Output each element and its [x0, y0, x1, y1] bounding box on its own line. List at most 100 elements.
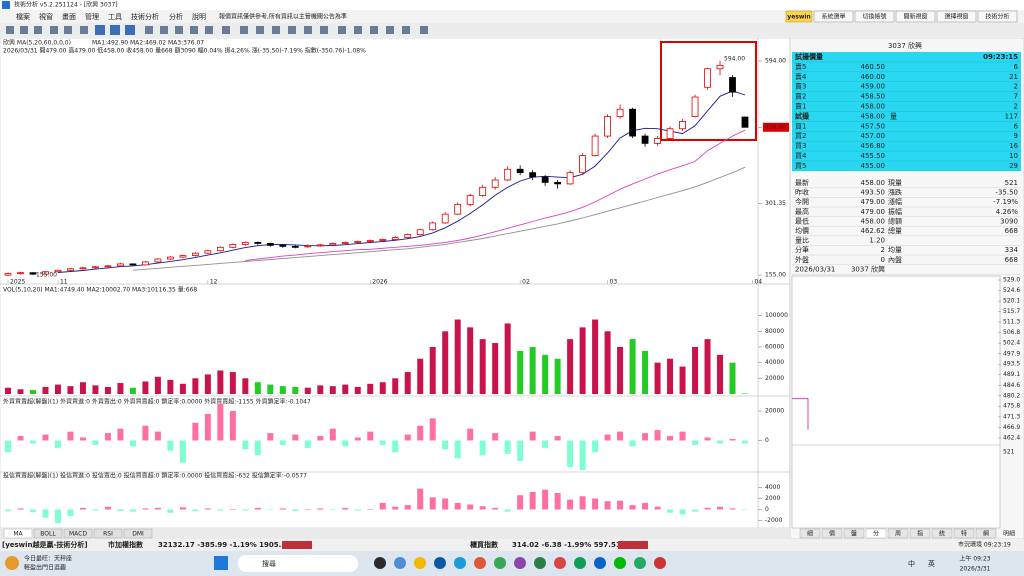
quote-qty: 2 — [1014, 83, 1018, 91]
indicator-tab[interactable] — [33, 528, 63, 539]
bar — [5, 387, 11, 394]
bar — [529, 491, 536, 510]
bar — [554, 493, 561, 510]
search-box[interactable] — [238, 555, 358, 572]
date-label: 03 — [610, 279, 618, 286]
stat-label: 分筆 — [795, 245, 809, 254]
indicator-tab-bar — [0, 528, 790, 539]
bar — [517, 440, 524, 462]
candle-body — [216, 246, 224, 252]
bar — [67, 509, 74, 517]
indicator-tab[interactable] — [93, 528, 123, 539]
bar — [217, 509, 224, 511]
candle-body — [716, 64, 724, 70]
bar — [542, 489, 549, 510]
bar — [717, 440, 724, 444]
quote-label: 賣4 — [795, 72, 807, 81]
bar — [5, 440, 11, 453]
menu-item: 技術分析 — [131, 12, 159, 21]
menu-item: 檔案 — [16, 12, 30, 21]
bar — [492, 507, 499, 510]
bar — [229, 410, 236, 441]
candle-body — [117, 263, 124, 267]
bar — [42, 386, 49, 394]
y-tick-label: 155.00 — [765, 272, 786, 279]
bar — [592, 440, 599, 453]
bar — [654, 506, 661, 510]
bar — [67, 431, 74, 441]
bar — [329, 509, 336, 511]
low-annotation: 155.00 — [36, 272, 57, 279]
y-tick-label: 511.3 — [1003, 318, 1020, 325]
chart-area — [0, 37, 791, 529]
quote-qty: 21 — [1009, 73, 1018, 81]
side-tab[interactable] — [953, 528, 975, 539]
candle-body — [291, 245, 299, 248]
date-label: 11 — [60, 279, 68, 286]
bar — [267, 384, 274, 394]
candle-body — [704, 68, 711, 88]
top-button-label: 選擇視窗 — [944, 13, 968, 21]
side-tab[interactable] — [909, 528, 931, 539]
bar — [179, 507, 186, 510]
ma-label: MA1:492.90 — [92, 40, 128, 47]
bar — [79, 382, 86, 394]
bar — [592, 498, 599, 510]
candle-body — [416, 229, 424, 236]
bar — [167, 379, 174, 394]
y-tick-label: 506.8 — [1003, 329, 1020, 336]
stat-value: -35.50 — [995, 189, 1018, 197]
side-tab[interactable] — [865, 528, 887, 539]
bar — [554, 358, 561, 394]
bar — [92, 509, 99, 511]
bar — [492, 343, 499, 394]
stat-label: 漲幅 — [888, 197, 902, 206]
side-tab[interactable] — [887, 528, 909, 539]
bar — [454, 502, 461, 510]
candle-body — [679, 121, 686, 130]
candle-body — [529, 172, 537, 178]
bar — [679, 431, 686, 441]
side-tab[interactable] — [931, 528, 953, 539]
quote-qty: 7 — [1014, 93, 1018, 101]
bar — [679, 509, 686, 515]
top-button[interactable] — [936, 10, 977, 23]
top-button[interactable] — [977, 10, 1018, 23]
bar — [217, 370, 224, 394]
bar — [404, 372, 411, 394]
taskbar-icons — [5, 556, 666, 570]
indicator-tab[interactable] — [63, 528, 93, 539]
candle-body — [641, 135, 649, 144]
bar — [417, 425, 424, 441]
top-button[interactable] — [813, 10, 854, 23]
bar — [142, 425, 149, 441]
stat-label: 內盤 — [888, 255, 902, 264]
side-tab[interactable] — [843, 528, 865, 539]
indicator-tab[interactable] — [123, 528, 153, 539]
search-label: 搜尋 — [262, 559, 276, 568]
top-button[interactable] — [895, 10, 936, 23]
bar — [5, 509, 11, 512]
top-button[interactable] — [854, 10, 895, 23]
indicator-tab[interactable] — [3, 528, 33, 539]
bar — [192, 509, 199, 512]
candle-body — [729, 77, 736, 93]
side-tab-label: 細 — [807, 530, 813, 538]
bar — [29, 509, 36, 513]
stat-label: 2026/03/31 — [795, 265, 835, 273]
candle-body — [366, 240, 374, 242]
stat-value: 3037 欣興 — [851, 264, 885, 273]
bar — [742, 440, 748, 444]
bar — [567, 440, 574, 468]
side-tab[interactable] — [975, 528, 997, 539]
panel-legend: VOL(5,10,20) MA1:4749.40 MA2:10002.70 MA… — [3, 287, 197, 294]
side-tab[interactable] — [799, 528, 821, 539]
brand-button[interactable] — [785, 10, 813, 23]
indicator-tab-label: MA — [13, 531, 23, 538]
side-tab-label: 周 — [895, 531, 901, 538]
bar — [567, 499, 574, 510]
side-tab[interactable] — [821, 528, 843, 539]
menu-item: 畫面 — [62, 12, 76, 21]
bar — [517, 350, 524, 394]
